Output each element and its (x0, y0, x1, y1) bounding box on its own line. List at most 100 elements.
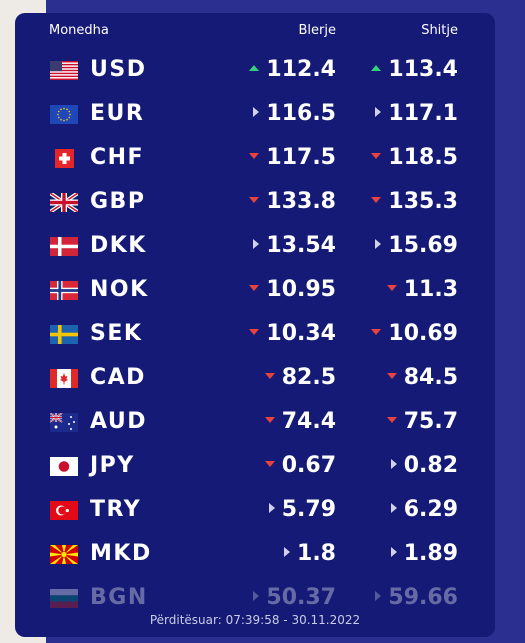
rate-row-chf: CHF 117.5 118.5 (15, 137, 495, 181)
trend-down-icon (264, 373, 275, 379)
header-buy: Blerje (298, 23, 336, 38)
currency-code: JPY (90, 453, 135, 478)
sell-value: 84.5 (403, 365, 458, 390)
buy-rate: 13.54 (253, 233, 336, 258)
rate-row-dkk: DKK 13.54 15.69 (15, 225, 495, 269)
rate-row-try: TRY 5.79 6.29 (15, 489, 495, 533)
trend-flat-icon (253, 591, 260, 601)
bg-flag-icon (50, 589, 78, 608)
header-sell: Shitje (421, 23, 458, 38)
trend-flat-icon (390, 503, 397, 513)
trend-down-icon (386, 285, 397, 291)
last-updated: Përditësuar: 07:39:58 - 30.11.2022 (149, 613, 361, 627)
sell-value: 0.82 (403, 453, 458, 478)
sell-value: 11.3 (403, 277, 458, 302)
trend-down-icon (371, 153, 382, 159)
buy-rate: 82.5 (264, 365, 336, 390)
trend-flat-icon (253, 107, 260, 117)
mk-flag-icon (50, 545, 78, 564)
sell-rate: 6.29 (390, 497, 458, 522)
sell-value: 117.1 (388, 101, 458, 126)
trend-up-icon (249, 65, 260, 71)
currency-code: DKK (90, 233, 147, 258)
buy-rate: 133.8 (249, 189, 336, 214)
sell-rate: 1.89 (390, 541, 458, 566)
buy-value: 10.34 (266, 321, 336, 346)
buy-rate: 0.67 (264, 453, 336, 478)
trend-flat-icon (390, 547, 397, 557)
ch-flag-icon (50, 149, 78, 168)
no-flag-icon (50, 281, 78, 300)
buy-value: 117.5 (266, 145, 336, 170)
buy-rate: 117.5 (249, 145, 336, 170)
trend-down-icon (264, 417, 275, 423)
trend-flat-icon (375, 239, 382, 249)
buy-value: 82.5 (281, 365, 336, 390)
trend-flat-icon (253, 239, 260, 249)
sell-rate: 59.66 (375, 585, 458, 610)
header-currency: Monedha (49, 23, 109, 38)
buy-rate: 74.4 (264, 409, 336, 434)
rate-row-cad: CAD 82.5 84.5 (15, 357, 495, 401)
buy-value: 116.5 (266, 101, 336, 126)
rate-row-gbp: GBP 133.8 135.3 (15, 181, 495, 225)
buy-value: 13.54 (266, 233, 336, 258)
trend-up-icon (371, 65, 382, 71)
rate-row-jpy: JPY 0.67 0.82 (15, 445, 495, 489)
sell-value: 1.89 (403, 541, 458, 566)
buy-value: 74.4 (281, 409, 336, 434)
sell-rate: 84.5 (386, 365, 458, 390)
currency-code: CHF (90, 145, 145, 170)
table-header: Monedha Blerje Shitje (15, 13, 495, 49)
trend-down-icon (264, 461, 275, 467)
sell-value: 59.66 (388, 585, 458, 610)
sell-rate: 118.5 (371, 145, 458, 170)
buy-rate: 116.5 (253, 101, 336, 126)
tr-flag-icon (50, 501, 78, 520)
buy-rate: 5.79 (268, 497, 336, 522)
ca-flag-icon (50, 369, 78, 388)
sell-rate: 75.7 (386, 409, 458, 434)
trend-down-icon (249, 197, 260, 203)
rate-row-nok: NOK 10.95 11.3 (15, 269, 495, 313)
buy-value: 1.8 (297, 541, 336, 566)
buy-value: 112.4 (266, 57, 336, 82)
trend-down-icon (386, 417, 397, 423)
buy-value: 10.95 (266, 277, 336, 302)
trend-down-icon (371, 329, 382, 335)
currency-code: TRY (90, 497, 142, 522)
sell-value: 118.5 (388, 145, 458, 170)
sell-value: 10.69 (388, 321, 458, 346)
sell-value: 15.69 (388, 233, 458, 258)
rate-row-bgn: BGN 50.37 59.66 (15, 577, 495, 621)
rate-row-mkd: MKD 1.8 1.89 (15, 533, 495, 577)
jp-flag-icon (50, 457, 78, 476)
trend-flat-icon (268, 503, 275, 513)
buy-value: 0.67 (281, 453, 336, 478)
sell-value: 75.7 (403, 409, 458, 434)
buy-value: 133.8 (266, 189, 336, 214)
trend-down-icon (386, 373, 397, 379)
buy-rate: 1.8 (284, 541, 336, 566)
se-flag-icon (50, 325, 78, 344)
buy-rate: 50.37 (253, 585, 336, 610)
sell-value: 6.29 (403, 497, 458, 522)
buy-rate: 112.4 (249, 57, 336, 82)
currency-code: USD (90, 57, 147, 82)
rate-row-sek: SEK 10.34 10.69 (15, 313, 495, 357)
sell-rate: 11.3 (386, 277, 458, 302)
sell-value: 135.3 (388, 189, 458, 214)
currency-code: GBP (90, 189, 146, 214)
buy-rate: 10.34 (249, 321, 336, 346)
currency-code: SEK (90, 321, 143, 346)
trend-flat-icon (375, 107, 382, 117)
currency-code: NOK (90, 277, 149, 302)
sell-rate: 10.69 (371, 321, 458, 346)
trend-down-icon (249, 285, 260, 291)
trend-flat-icon (284, 547, 291, 557)
currency-code: BGN (90, 585, 148, 610)
currency-code: AUD (90, 409, 147, 434)
rate-row-usd: USD 112.4 113.4 (15, 49, 495, 93)
sell-rate: 117.1 (375, 101, 458, 126)
trend-flat-icon (375, 591, 382, 601)
